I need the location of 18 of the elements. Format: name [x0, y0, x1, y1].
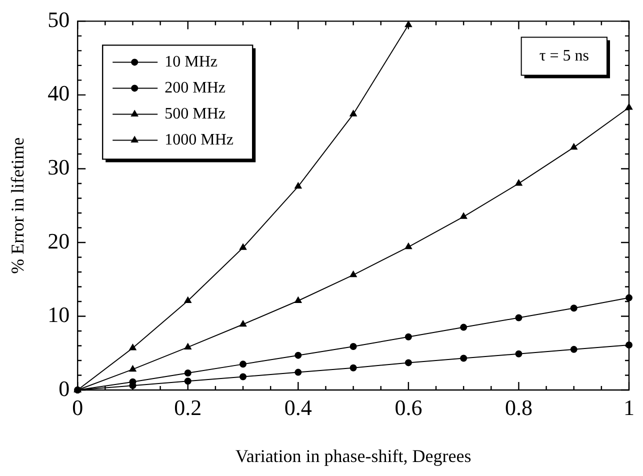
y-tick-label: 10: [48, 302, 70, 328]
x-tick-label: 0.4: [284, 394, 312, 420]
legend-label: 10 MHz: [164, 53, 218, 70]
y-tick-label: 20: [48, 228, 70, 254]
y-tick-label: 30: [48, 154, 70, 180]
y-tick-label: 50: [48, 6, 70, 32]
legend-label: 200 MHz: [164, 79, 226, 96]
x-tick-label: 0.8: [504, 394, 532, 420]
legend-label: 1000 MHz: [164, 131, 234, 148]
annotation: τ = 5 ns: [539, 47, 590, 64]
x-axis-title: Variation in phase-shift, Degrees: [235, 446, 472, 466]
legend-label: 500 MHz: [164, 105, 226, 122]
x-tick-label: 0.6: [394, 394, 422, 420]
y-tick-label: 40: [48, 80, 70, 106]
x-tick-label: 0.2: [174, 394, 202, 420]
x-tick-label: 1: [624, 394, 634, 420]
y-tick-label: 0: [58, 376, 70, 401]
y-axis-title: % Error in lifetime: [8, 137, 28, 274]
